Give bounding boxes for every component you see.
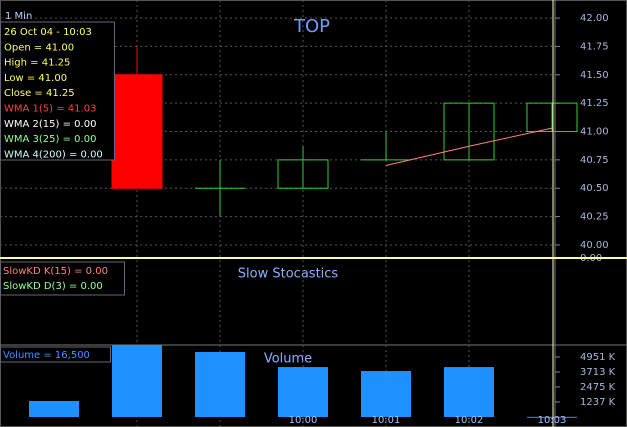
info-line: WMA 3(25) = 0.00 bbox=[4, 134, 96, 145]
volume-legend: Volume = 16,500 bbox=[3, 350, 90, 361]
volume-bar bbox=[29, 400, 79, 417]
y-tick-label: 41.00 bbox=[580, 127, 609, 138]
info-line: Open = 41.00 bbox=[4, 42, 74, 53]
volume-bar bbox=[278, 367, 328, 417]
candle-body bbox=[443, 102, 495, 161]
candle-body bbox=[526, 102, 578, 132]
y-tick-label: 40.75 bbox=[580, 155, 609, 166]
legend-box bbox=[0, 346, 111, 363]
stoch-legend-box bbox=[0, 261, 125, 296]
volume-bar bbox=[361, 371, 411, 417]
candle-body bbox=[277, 159, 329, 189]
info-line: WMA 2(15) = 0.00 bbox=[4, 119, 96, 130]
info-line: WMA 4(200) = 0.00 bbox=[4, 149, 103, 160]
x-tick-label: 10:01 bbox=[372, 415, 401, 426]
y-tick-label: 41.50 bbox=[580, 70, 609, 81]
info-line: High = 41.25 bbox=[4, 58, 70, 69]
y-tick-label: 41.75 bbox=[580, 41, 609, 52]
candle-body bbox=[111, 74, 163, 189]
volume-title: Volume bbox=[264, 352, 312, 367]
interval-label: 1 Min bbox=[5, 11, 32, 22]
chart-title: TOP bbox=[293, 16, 330, 37]
wma-line bbox=[385, 127, 553, 167]
volume-bar bbox=[112, 344, 162, 417]
x-tick-label: 10:02 bbox=[455, 415, 484, 426]
info-line: WMA 1(5) = 41.03 bbox=[4, 104, 96, 115]
y-tick-label: 40.25 bbox=[580, 212, 609, 223]
info-box bbox=[0, 21, 115, 161]
stochastics-title: Slow Stocastics bbox=[238, 267, 339, 282]
volume-bar bbox=[195, 352, 245, 417]
info-line: 26 Oct 04 - 10:03 bbox=[4, 27, 92, 38]
y-tick-label: 4951 K bbox=[580, 352, 616, 363]
y-tick-label: 3713 K bbox=[580, 367, 616, 378]
y-tick-label: 1237 K bbox=[580, 397, 616, 408]
volume-bar bbox=[527, 416, 577, 418]
info-line: Close = 41.25 bbox=[4, 88, 75, 99]
stoch-legend: SlowKD K(15) = 0.00 bbox=[3, 266, 108, 277]
volume-bar bbox=[444, 367, 494, 417]
x-tick-label: 10:00 bbox=[289, 415, 318, 426]
y-tick-label: 40.00 bbox=[580, 240, 609, 251]
y-tick-label: 41.25 bbox=[580, 98, 609, 109]
y-tick-label: 2475 K bbox=[580, 382, 616, 393]
info-line: Low = 41.00 bbox=[4, 73, 67, 84]
y-tick-label: 40.50 bbox=[580, 183, 609, 194]
stoch-legend: SlowKD D(3) = 0.00 bbox=[3, 281, 103, 292]
y-tick-label: 42.00 bbox=[580, 13, 609, 24]
x-tick-label: 10:03 bbox=[538, 415, 567, 426]
